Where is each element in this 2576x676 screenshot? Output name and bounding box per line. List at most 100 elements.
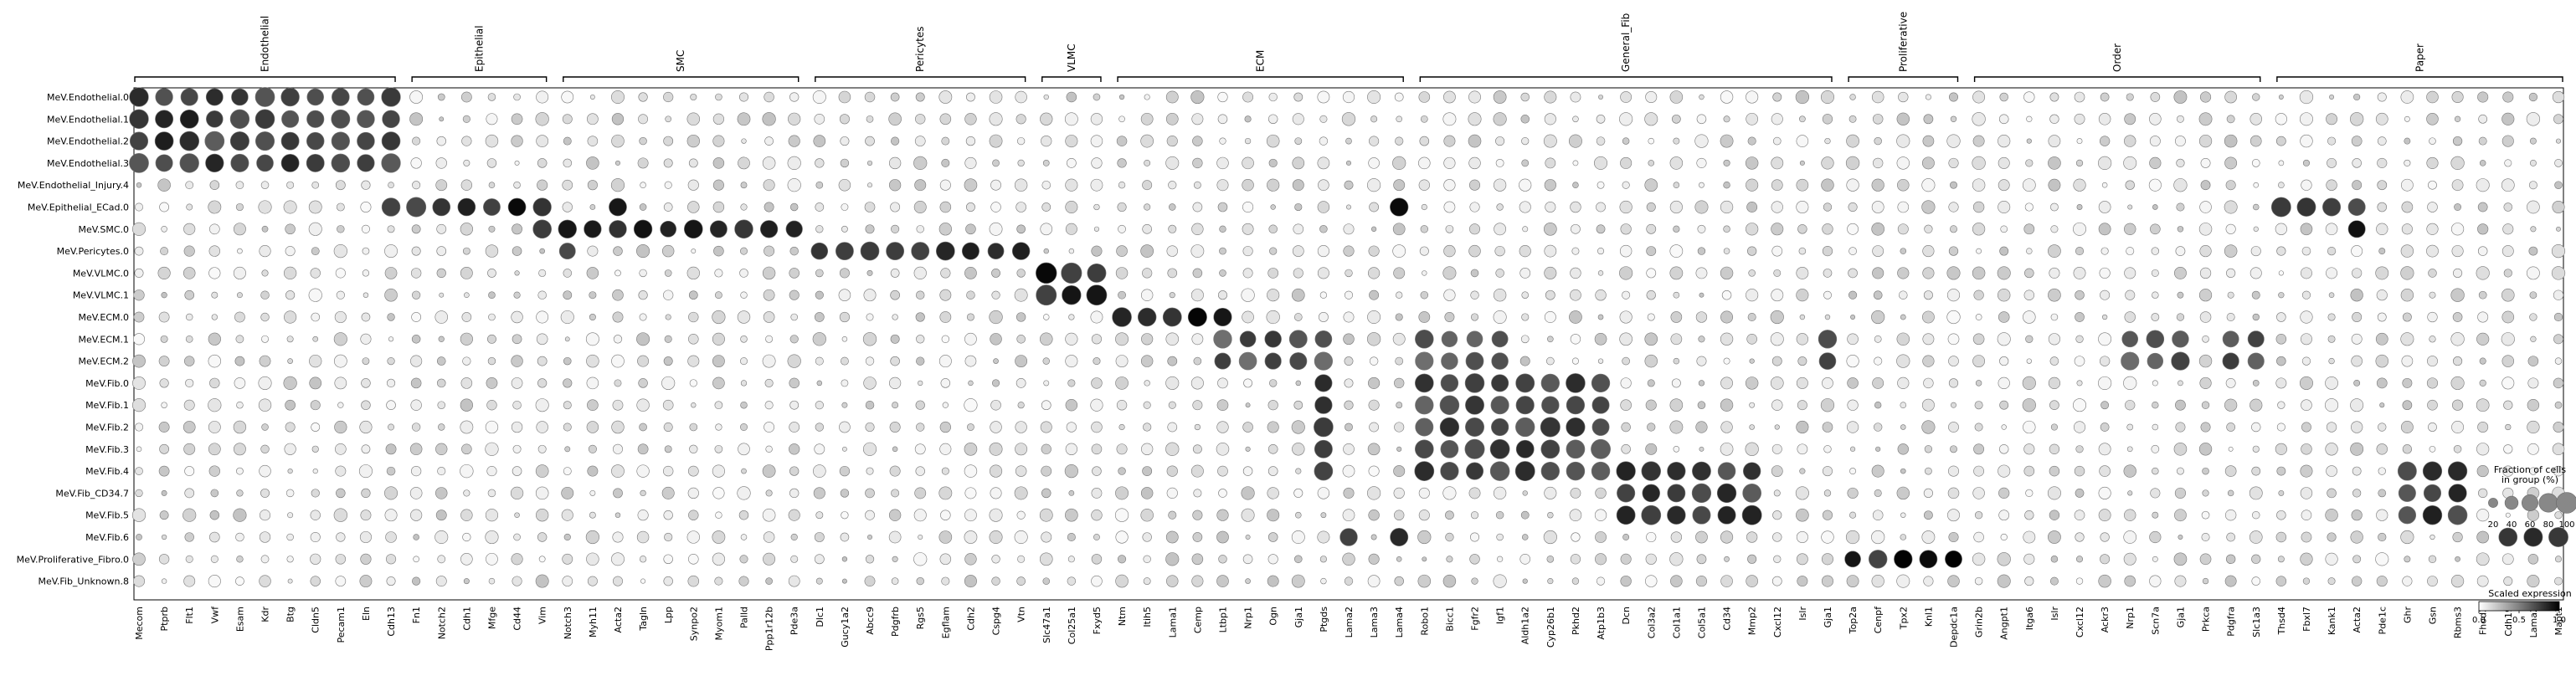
dot bbox=[815, 291, 824, 300]
dot bbox=[1797, 576, 1807, 586]
dot bbox=[1444, 136, 1455, 146]
column-label: Myom1 bbox=[713, 607, 724, 640]
dot bbox=[1699, 293, 1704, 297]
dot bbox=[1548, 578, 1554, 584]
dot bbox=[332, 154, 350, 172]
dot bbox=[637, 465, 650, 478]
dot bbox=[1470, 202, 1480, 213]
dot bbox=[1491, 418, 1509, 436]
dot bbox=[1898, 92, 1908, 102]
dot bbox=[587, 114, 598, 125]
dot bbox=[640, 182, 646, 188]
dot bbox=[613, 312, 623, 322]
dot bbox=[1143, 181, 1152, 190]
column-label: Fxyd5 bbox=[1092, 607, 1103, 634]
dot bbox=[1396, 402, 1402, 408]
dot bbox=[990, 488, 1001, 499]
dot bbox=[1015, 466, 1026, 477]
dot bbox=[1800, 469, 1806, 474]
dot bbox=[512, 335, 522, 344]
dot bbox=[663, 92, 673, 102]
dot bbox=[1320, 556, 1327, 563]
row-label: MeV.Fib.4 bbox=[85, 466, 129, 477]
dot bbox=[1169, 402, 1176, 409]
dot bbox=[130, 132, 148, 151]
dot bbox=[1043, 578, 1050, 585]
dot bbox=[789, 268, 800, 278]
dot bbox=[1922, 157, 1934, 169]
dot bbox=[488, 357, 496, 365]
dot bbox=[766, 490, 772, 496]
dot bbox=[2378, 93, 2386, 101]
dot bbox=[1797, 554, 1807, 565]
dot bbox=[1293, 157, 1304, 169]
dot bbox=[2023, 376, 2036, 390]
row-label: MeV.Endothelial.2 bbox=[47, 136, 129, 147]
dot bbox=[1797, 401, 1807, 410]
dot bbox=[208, 201, 221, 213]
column-label: Gucy1a2 bbox=[840, 607, 851, 648]
dot bbox=[1998, 465, 2009, 477]
dot bbox=[916, 291, 924, 300]
dot bbox=[2100, 268, 2111, 279]
dot bbox=[1494, 310, 1506, 323]
dot bbox=[1441, 375, 1458, 392]
dot bbox=[1269, 248, 1277, 255]
dot bbox=[2301, 443, 2312, 454]
dot bbox=[609, 198, 626, 216]
dot bbox=[312, 446, 319, 453]
dot bbox=[2275, 223, 2287, 235]
dot bbox=[2199, 443, 2212, 455]
dot bbox=[1167, 246, 1178, 257]
dot bbox=[2150, 157, 2162, 169]
dot bbox=[1092, 444, 1102, 454]
dot bbox=[1193, 510, 1202, 520]
dot bbox=[1873, 377, 1884, 388]
dot bbox=[486, 553, 497, 565]
dot bbox=[1066, 135, 1077, 146]
dot bbox=[332, 89, 349, 106]
dot bbox=[2024, 466, 2034, 476]
dot bbox=[712, 553, 725, 566]
dot bbox=[562, 487, 573, 499]
dot bbox=[2451, 421, 2463, 433]
size-legend-dot bbox=[2539, 494, 2558, 512]
dot bbox=[965, 224, 975, 234]
dot bbox=[281, 132, 299, 150]
dot bbox=[2478, 312, 2488, 322]
dot bbox=[287, 513, 292, 518]
dot bbox=[2223, 331, 2239, 347]
column-label: Igf1 bbox=[1495, 607, 1506, 624]
dot bbox=[1872, 268, 1883, 279]
row-label: MeV.Proliferative_Fibro.0 bbox=[17, 554, 129, 565]
dot bbox=[867, 161, 872, 166]
dot bbox=[2026, 160, 2034, 167]
dot bbox=[2555, 182, 2563, 189]
column-label: Pdgfrb bbox=[890, 607, 901, 637]
dot bbox=[1416, 352, 1434, 371]
dot bbox=[487, 269, 496, 277]
dot bbox=[2124, 223, 2136, 235]
dot bbox=[2276, 356, 2285, 366]
dot bbox=[815, 114, 825, 124]
dot bbox=[1972, 91, 1984, 103]
dot bbox=[1017, 556, 1024, 562]
dot bbox=[2404, 138, 2410, 144]
dot bbox=[614, 335, 622, 343]
dot bbox=[563, 423, 571, 431]
dot bbox=[1797, 333, 1808, 345]
dot bbox=[159, 554, 169, 564]
dot bbox=[1166, 113, 1178, 125]
dot bbox=[1874, 489, 1881, 496]
dot bbox=[586, 553, 599, 566]
dot bbox=[1218, 489, 1226, 497]
dot bbox=[1217, 157, 1229, 169]
dot bbox=[1619, 113, 1632, 126]
row-label: MeV.Fib_CD34.7 bbox=[55, 488, 129, 499]
dot bbox=[1441, 440, 1458, 458]
dot bbox=[162, 402, 167, 408]
dot bbox=[1143, 533, 1152, 542]
dot bbox=[1393, 245, 1406, 258]
dot bbox=[1268, 115, 1278, 124]
dot bbox=[2251, 246, 2260, 255]
